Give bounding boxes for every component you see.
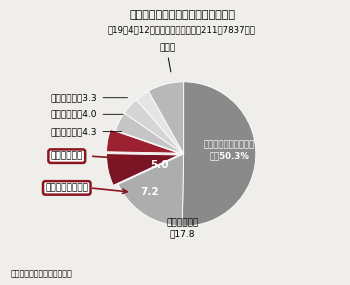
Text: マヒンドラ（印）: マヒンドラ（印） — [45, 183, 88, 192]
Text: 5.0: 5.0 — [150, 160, 168, 170]
Wedge shape — [106, 129, 179, 153]
Wedge shape — [118, 154, 184, 226]
Text: インドの乗用車のメーカー別シェア: インドの乗用車のメーカー別シェア — [129, 10, 235, 20]
Text: その他: その他 — [160, 43, 176, 52]
Wedge shape — [116, 113, 184, 154]
Text: 7.2: 7.2 — [140, 187, 159, 197]
Text: 現代自（韓）
　17.8: 現代自（韓） 17.8 — [166, 219, 198, 238]
Wedge shape — [148, 82, 184, 154]
Wedge shape — [182, 82, 256, 226]
Text: ホンダ（日）4.0: ホンダ（日）4.0 — [51, 110, 123, 119]
Text: マルチ・スズキ（日）
　　50.3%: マルチ・スズキ（日） 50.3% — [203, 141, 255, 160]
Wedge shape — [136, 91, 184, 154]
Text: トヨタ（日）4.3: トヨタ（日）4.3 — [51, 127, 122, 136]
Text: （19年4〜12月、全体の販売台数は211万7837台）: （19年4〜12月、全体の販売台数は211万7837台） — [108, 26, 256, 35]
Wedge shape — [124, 99, 184, 154]
Text: ルノー（仏）3.3: ルノー（仏）3.3 — [51, 93, 127, 102]
Text: （出所）インド自動車工業会: （出所）インド自動車工業会 — [10, 270, 72, 279]
Text: タタ自（印）: タタ自（印） — [51, 152, 83, 161]
Wedge shape — [106, 154, 179, 185]
